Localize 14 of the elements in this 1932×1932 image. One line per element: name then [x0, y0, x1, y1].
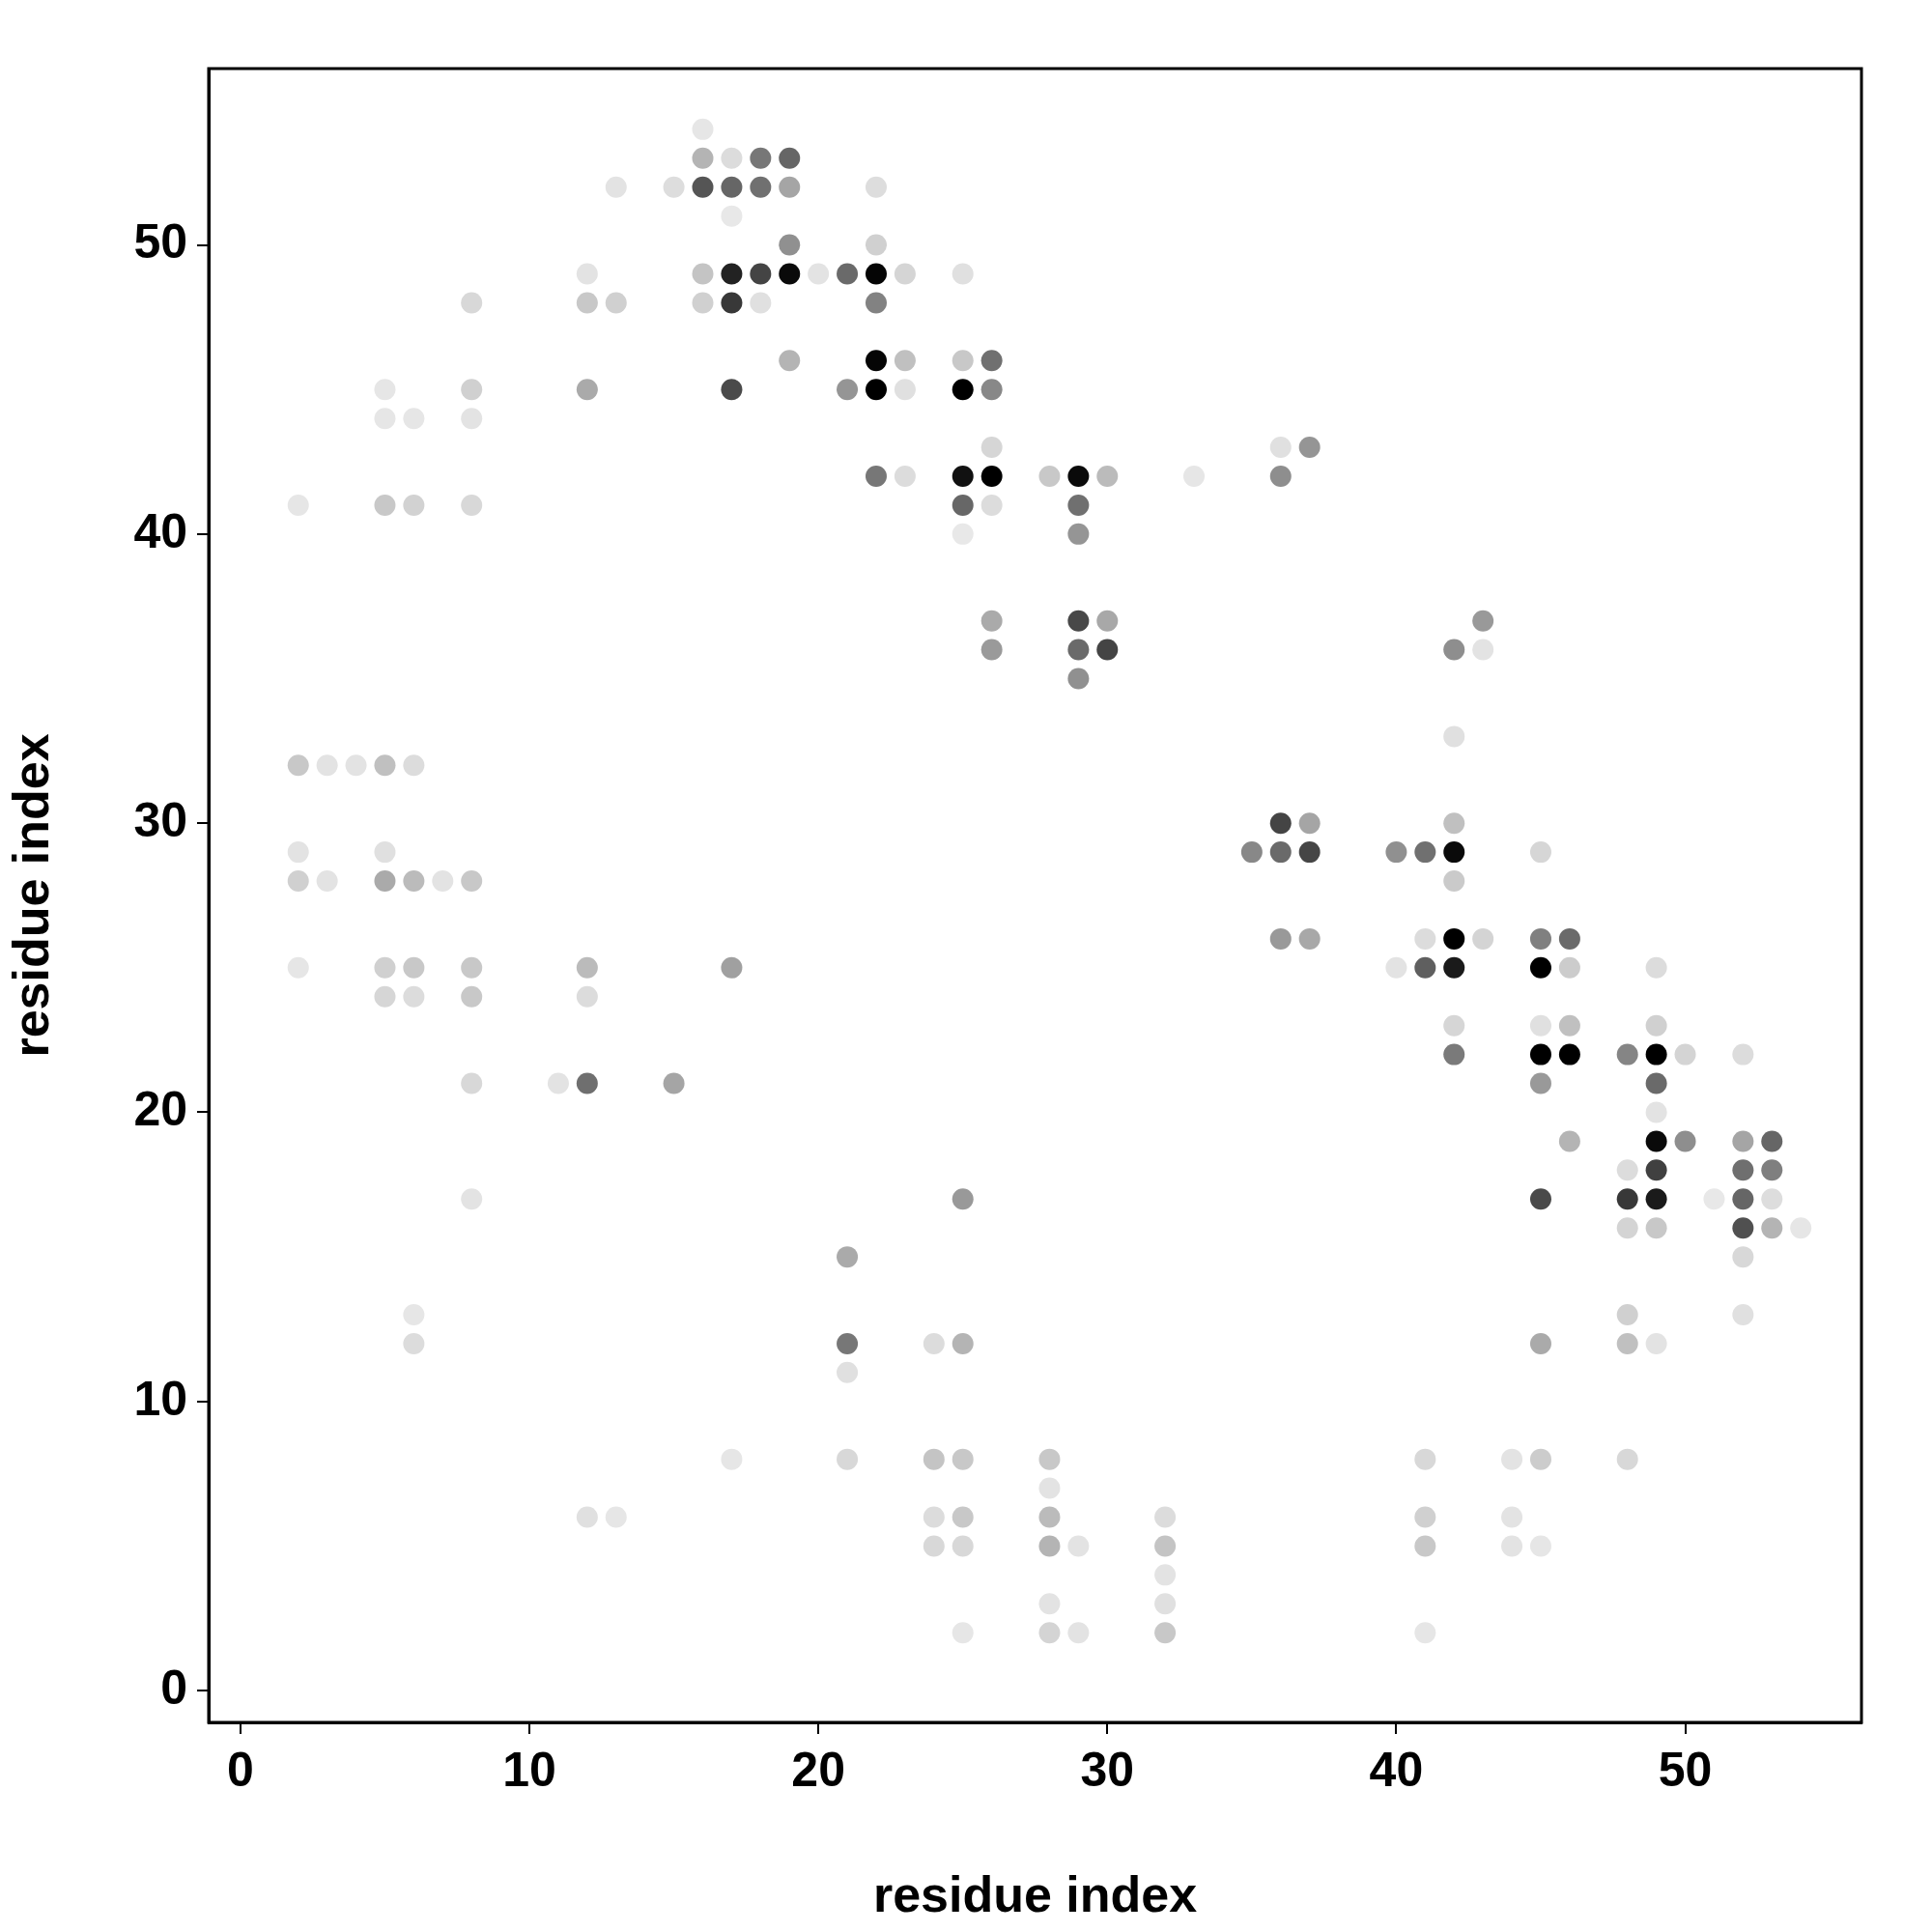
y-tick-label: 40 [133, 503, 187, 558]
y-tick-label: 30 [133, 792, 187, 847]
y-tick-label: 20 [133, 1082, 187, 1137]
y-axis-title: residue index [2, 733, 59, 1058]
x-tick-label: 40 [1369, 1742, 1424, 1797]
x-tick-label: 20 [791, 1742, 845, 1797]
x-tick-label: 30 [1080, 1742, 1135, 1797]
y-tick-label: 50 [133, 214, 187, 270]
x-axis-title: residue index [872, 1866, 1198, 1923]
x-tick-label: 10 [502, 1742, 556, 1797]
x-tick-label: 0 [227, 1742, 254, 1797]
y-tick-label: 10 [133, 1371, 187, 1426]
x-tick-label: 50 [1658, 1742, 1713, 1797]
y-tick-label: 0 [160, 1660, 187, 1715]
